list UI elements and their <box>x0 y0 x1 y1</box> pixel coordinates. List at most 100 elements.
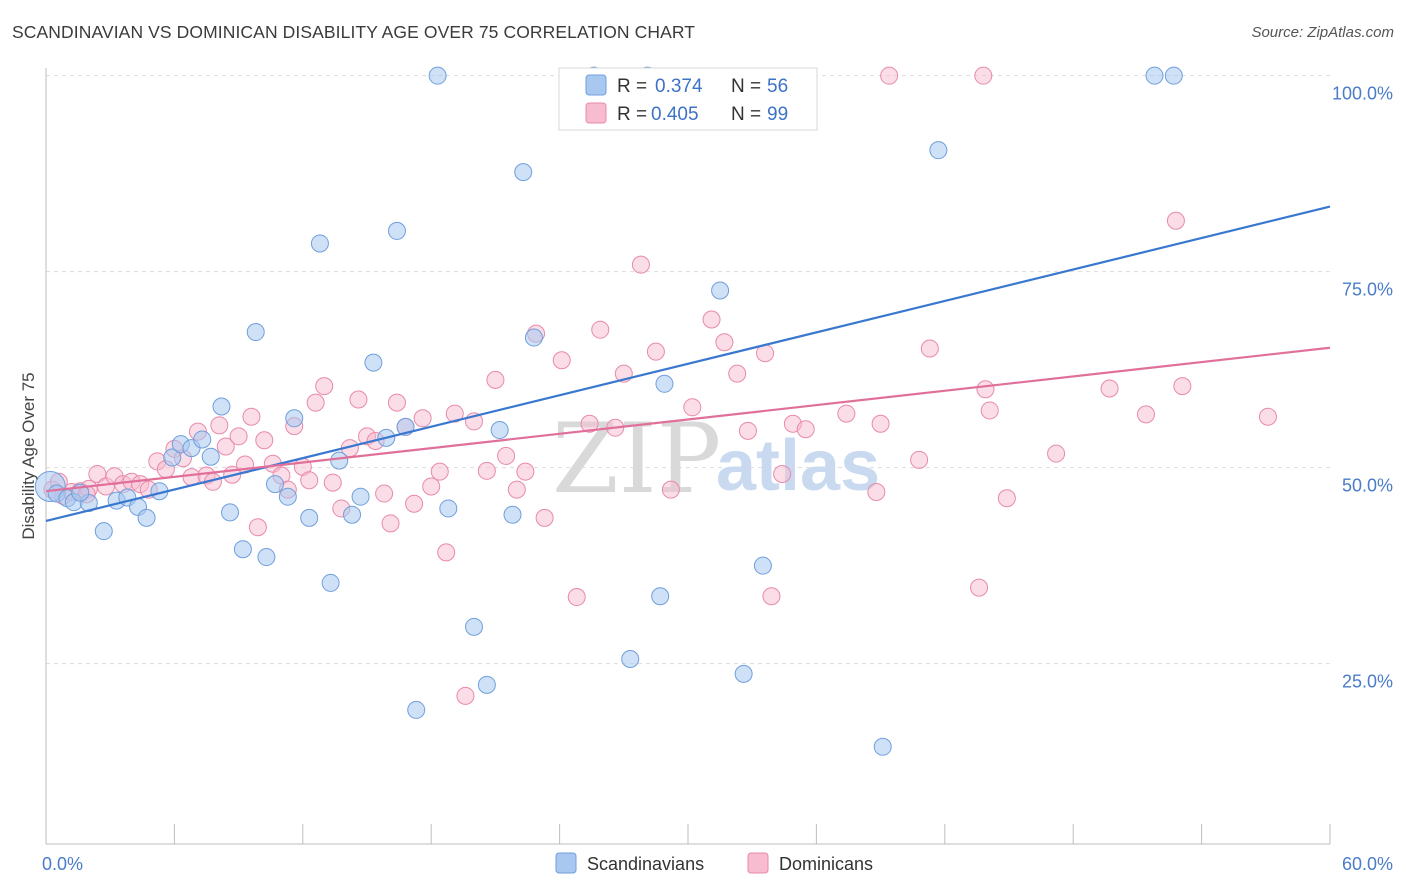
scandinavians-point-24 <box>300 508 319 527</box>
dominicans-point-85 <box>920 339 939 358</box>
chart-title: SCANDINAVIAN VS DOMINICAN DISABILITY AGE… <box>12 22 696 42</box>
axes <box>45 68 1331 845</box>
scandinavians-point-37 <box>465 617 483 636</box>
dominicans-point-88 <box>976 380 995 399</box>
scandinavians-point-50 <box>734 664 753 683</box>
dominicans-point-43 <box>381 514 400 533</box>
dominicans-point-86 <box>970 578 989 597</box>
dominicans-point-48 <box>422 477 441 496</box>
scandinavians-point-26 <box>321 573 340 592</box>
scandinavians-point-21 <box>265 475 284 494</box>
legend-r-label-1: R = <box>617 76 647 97</box>
watermark-atlas: atlas <box>716 426 880 506</box>
scandinavians-point-52 <box>929 141 948 160</box>
dominicans-point-71 <box>702 310 721 329</box>
scandinavians-point-18 <box>233 540 252 559</box>
dominicans-point-35 <box>315 377 334 396</box>
dominicans-point-89 <box>980 401 999 420</box>
scandinavians-point-49 <box>753 556 772 575</box>
dominicans-point-68 <box>646 342 665 361</box>
dominicans-point-58 <box>516 462 535 481</box>
dominicans-point-91 <box>1047 444 1066 463</box>
watermark-zip: ZIP <box>552 403 721 515</box>
legend-swatch-dominicans <box>585 102 607 124</box>
dominicans-point-67 <box>631 255 650 274</box>
dominicans-point-64 <box>591 320 610 339</box>
dominicans-point-82 <box>871 414 890 433</box>
dominicans-point-23 <box>229 427 248 446</box>
dominicans-point-25 <box>242 407 261 426</box>
scandinavians-point-39 <box>490 421 509 440</box>
dominicans-point-56 <box>497 446 516 465</box>
bottom-legend-swatch-scandinavians <box>555 852 577 874</box>
y-axis-label: Disability Age Over 75 <box>19 372 38 539</box>
dominicans-point-84 <box>910 450 929 469</box>
scandinavians-point-36 <box>439 499 458 518</box>
dominicans-point-76 <box>762 587 781 606</box>
scandinavians-point-53 <box>1145 66 1164 85</box>
scandinavians-point-20 <box>257 548 276 567</box>
dominicans-point-46 <box>405 494 424 513</box>
dominicans-point-57 <box>507 480 526 499</box>
legend-n-value-2: 99 <box>767 104 788 125</box>
y-tick-label-1: 50.0% <box>1342 476 1393 496</box>
dominicans-point-73 <box>728 364 747 383</box>
dominicans-point-63 <box>580 414 599 433</box>
dominicans-point-60 <box>535 508 554 527</box>
scandinavians-point-30 <box>364 353 383 372</box>
dominicans-point-44 <box>387 393 406 412</box>
dominicans-point-74 <box>738 421 757 440</box>
series-legend: Scandinavians Dominicans <box>555 852 873 874</box>
dominicans-point-54 <box>477 461 496 480</box>
series-scandinavians-points <box>34 66 1183 756</box>
scandinavians-point-19 <box>246 323 265 342</box>
legend-n-label-2: N = <box>731 104 761 125</box>
dominicans-point-36 <box>323 473 342 492</box>
scandinavians-point-44 <box>621 649 640 668</box>
dominicans-point-39 <box>349 390 368 409</box>
x-axis-tick-labels: 0.0% 60.0% <box>42 854 1393 874</box>
dominicans-trend-line <box>45 346 1331 493</box>
scandinavians-point-9 <box>137 508 156 527</box>
scandinavians-point-35 <box>428 66 447 85</box>
dominicans-point-42 <box>375 484 394 503</box>
scandinavians-trend-line <box>45 205 1331 523</box>
dominicans-point-87 <box>974 66 993 85</box>
dominicans-point-93 <box>1136 405 1155 424</box>
correlation-legend: R = 0.374 N = 56 R = 0.405 N = 99 <box>558 67 818 131</box>
dominicans-point-26 <box>248 518 267 537</box>
scandinavians-point-11 <box>163 448 182 467</box>
y-axis-tick-labels: 25.0% 50.0% 75.0% 100.0% <box>1332 84 1393 692</box>
x-axis-ticks <box>45 824 1331 844</box>
y-tick-label-0: 25.0% <box>1342 672 1393 692</box>
legend-r-value-2: 0.405 <box>651 104 699 125</box>
dominicans-point-52 <box>456 686 475 705</box>
dominicans-point-33 <box>300 471 319 490</box>
dominicans-point-81 <box>867 482 886 501</box>
y-tick-label-3: 100.0% <box>1332 84 1393 104</box>
watermark: ZIP atlas <box>552 403 880 515</box>
legend-r-value-1: 0.374 <box>655 76 703 97</box>
scandinavians-point-54 <box>1164 66 1183 85</box>
dominicans-point-47 <box>413 409 432 428</box>
scandinavians-point-42 <box>524 328 543 347</box>
scandinavians-point-32 <box>387 221 406 240</box>
scandinavians-point-22 <box>278 487 297 506</box>
dominicans-point-77 <box>773 464 792 483</box>
scandinavians-point-29 <box>351 487 370 506</box>
dominicans-point-27 <box>255 431 274 450</box>
legend-n-label-1: N = <box>731 76 761 97</box>
x-tick-label-max: 60.0% <box>1342 854 1393 874</box>
scandinavians-point-47 <box>655 374 674 393</box>
scandinavians-point-41 <box>514 163 533 182</box>
dominicans-point-96 <box>1258 407 1277 426</box>
dominicans-point-61 <box>552 351 571 370</box>
dominicans-point-72 <box>715 333 734 352</box>
scandinavians-point-15 <box>201 447 220 466</box>
dominicans-point-79 <box>796 420 815 439</box>
scandinavians-point-51 <box>873 737 892 756</box>
dominicans-point-95 <box>1173 377 1192 396</box>
scandinavians-point-17 <box>221 503 240 522</box>
scandinavians-point-23 <box>285 409 304 428</box>
